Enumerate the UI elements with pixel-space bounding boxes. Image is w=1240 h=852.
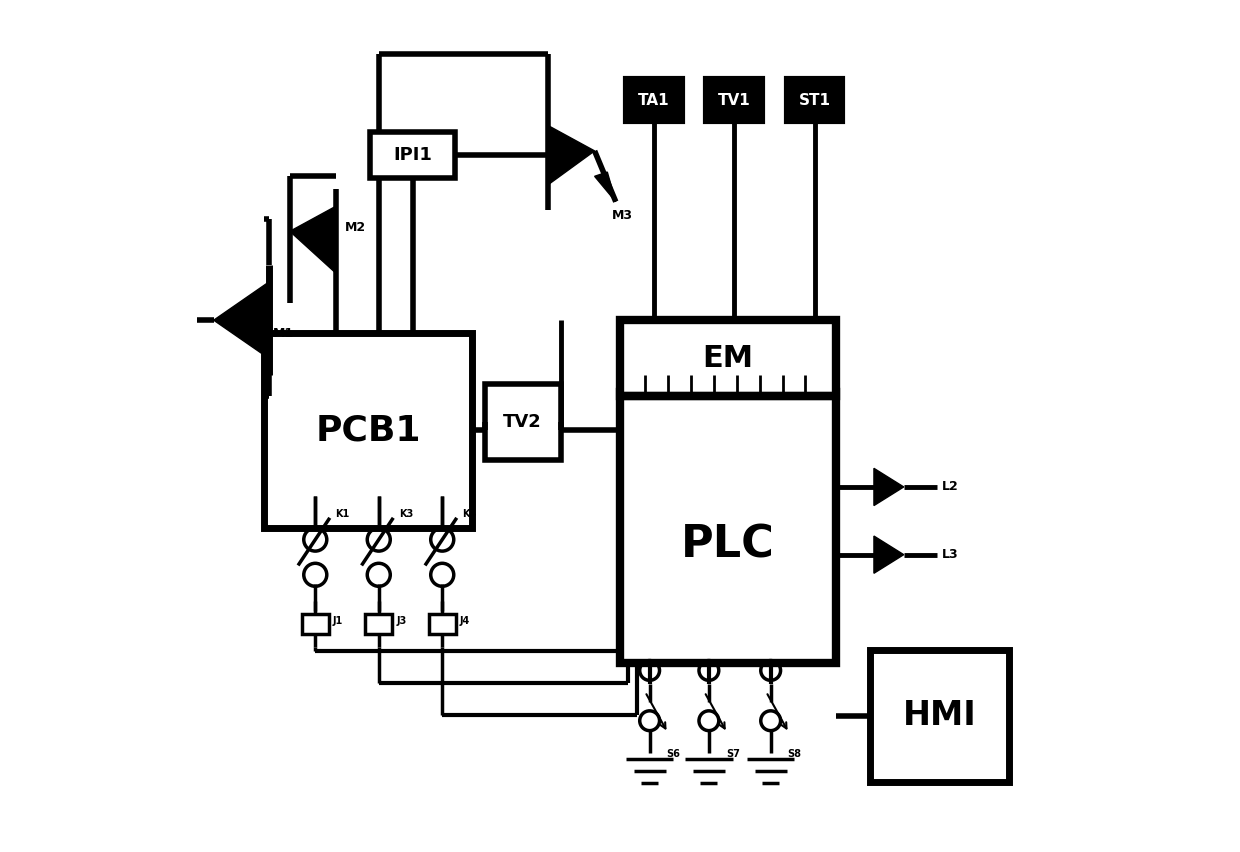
Text: M3: M3	[611, 209, 632, 222]
Text: M2: M2	[345, 222, 366, 234]
Polygon shape	[290, 206, 336, 273]
Text: J1: J1	[334, 616, 343, 626]
Text: S8: S8	[787, 749, 801, 759]
Text: EM: EM	[702, 344, 754, 373]
Text: L2: L2	[941, 481, 959, 493]
Polygon shape	[874, 469, 904, 505]
Bar	[429, 614, 456, 634]
Text: K4: K4	[463, 509, 477, 519]
Bar	[371, 132, 455, 178]
Text: PLC: PLC	[681, 523, 775, 566]
Bar	[620, 392, 836, 663]
Bar	[301, 614, 329, 634]
Text: J4: J4	[460, 616, 470, 626]
Text: L3: L3	[941, 548, 959, 561]
Bar	[264, 333, 472, 527]
Bar	[625, 78, 683, 122]
Text: K3: K3	[399, 509, 413, 519]
Polygon shape	[595, 172, 616, 202]
Text: S7: S7	[725, 749, 740, 759]
Text: IPI1: IPI1	[393, 147, 432, 164]
Text: TA1: TA1	[639, 93, 670, 107]
Bar	[869, 650, 1009, 781]
Polygon shape	[874, 536, 904, 573]
Polygon shape	[548, 125, 595, 185]
Bar	[620, 320, 836, 396]
Text: PCB1: PCB1	[315, 413, 420, 447]
Polygon shape	[213, 282, 269, 359]
Text: HMI: HMI	[903, 699, 976, 733]
Text: S6: S6	[667, 749, 681, 759]
Text: M1: M1	[273, 327, 294, 340]
Text: ST1: ST1	[799, 93, 831, 107]
Bar	[366, 614, 392, 634]
Text: J3: J3	[397, 616, 407, 626]
Text: TV2: TV2	[503, 412, 542, 431]
Bar	[485, 383, 560, 460]
Text: K1: K1	[336, 509, 350, 519]
Text: TV1: TV1	[718, 93, 750, 107]
Bar	[706, 78, 763, 122]
Bar	[786, 78, 843, 122]
